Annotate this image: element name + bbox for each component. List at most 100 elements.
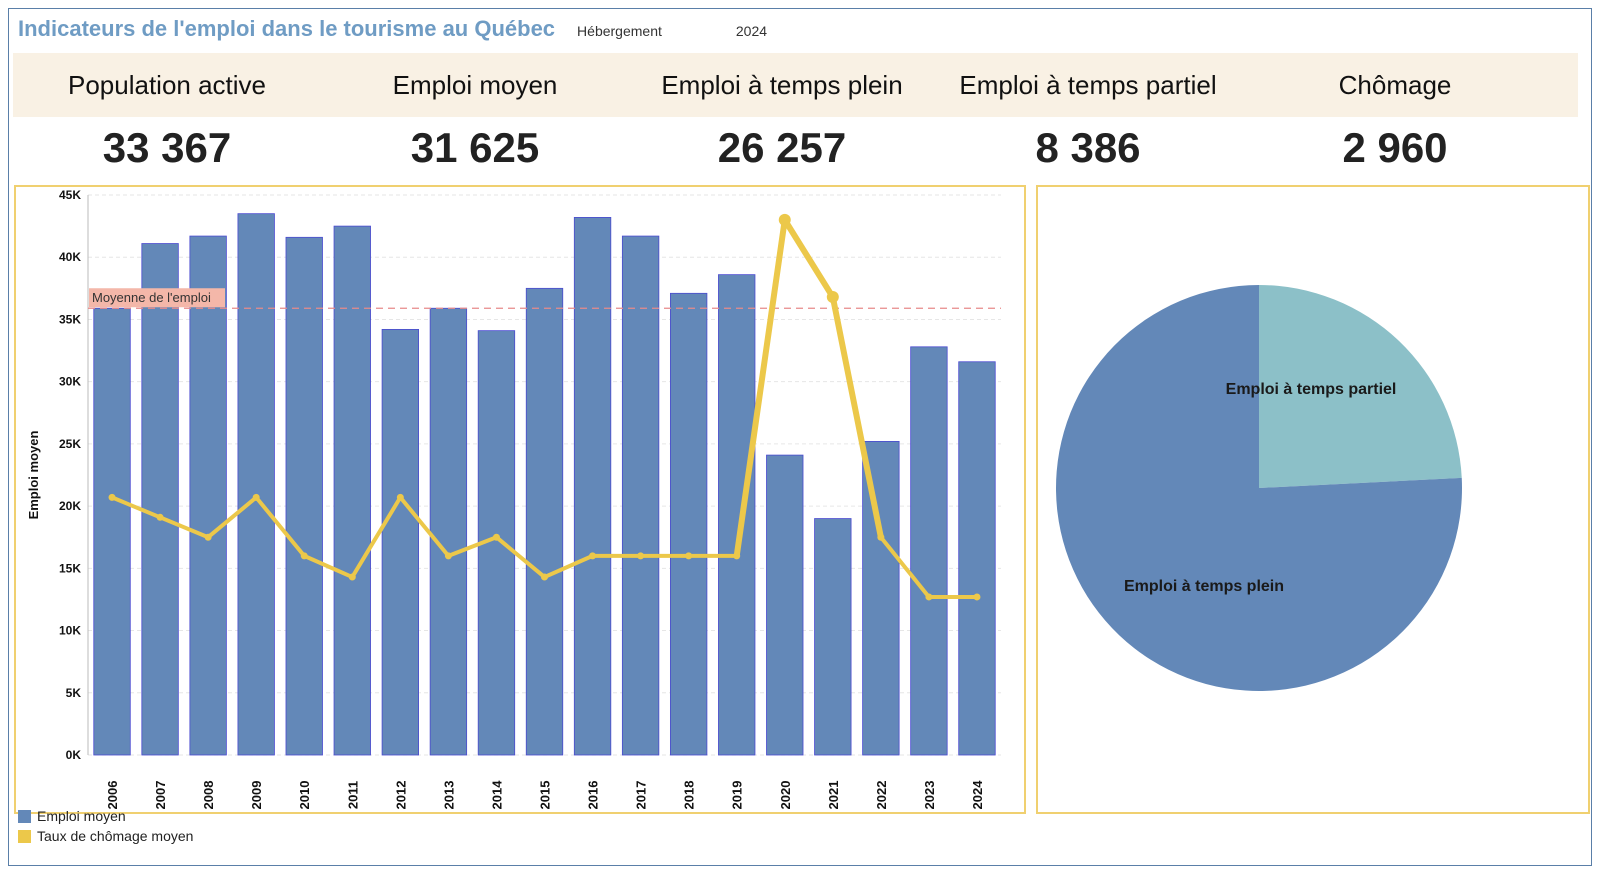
x-tick-label: 2012 xyxy=(393,781,408,810)
y-tick-label: 45K xyxy=(59,188,81,202)
x-tick-label: 2006 xyxy=(105,781,120,810)
pie-label-temps-plein: Emploi à temps plein xyxy=(1124,578,1284,595)
bar-2023[interactable] xyxy=(910,346,948,756)
x-tick-label: 2011 xyxy=(345,781,360,809)
sector-filter[interactable]: Hébergement xyxy=(577,23,662,39)
x-tick-label: 2023 xyxy=(922,781,937,810)
x-tick-label: 2015 xyxy=(538,781,553,810)
dashboard-frame xyxy=(8,8,1592,866)
unemployment-point-2011[interactable] xyxy=(348,573,356,581)
y-tick-label: 20K xyxy=(59,499,81,513)
unemployment-point-2016[interactable] xyxy=(589,552,597,560)
unemployment-point-2006[interactable] xyxy=(108,493,116,501)
legend-item-taux-chomage[interactable]: Taux de chômage moyen xyxy=(18,828,193,844)
x-tick-label: 2008 xyxy=(201,781,216,810)
x-tick-label: 2021 xyxy=(826,781,841,810)
unemployment-line-segment xyxy=(446,535,499,558)
y-tick-label: 0K xyxy=(66,748,82,762)
bar-2011[interactable] xyxy=(333,225,371,756)
employment-bar-chart[interactable]: 0K 5K 10K 15K 20K 25K 30K 35K 40K 45K Emploi moyen… xyxy=(16,187,1024,812)
unemployment-point-2008[interactable] xyxy=(204,533,212,541)
reference-label: Moyenne de l'emploi xyxy=(92,290,211,305)
unemployment-line-segment xyxy=(398,495,451,558)
y-tick-label: 40K xyxy=(59,250,81,264)
kpi-value-temps-partiel: 8 386 xyxy=(1035,124,1141,171)
x-tick-label: 2018 xyxy=(682,781,697,810)
bar-2021[interactable] xyxy=(814,518,852,756)
unemployment-point-2019[interactable] xyxy=(733,552,741,560)
year-filter[interactable]: 2024 xyxy=(735,23,768,39)
kpi-label-emploi-moyen: Emploi moyen xyxy=(392,70,558,100)
pie-slice-temps-partiel[interactable] xyxy=(1259,285,1462,488)
unemployment-line-segment xyxy=(494,535,547,580)
y-axis-title: Emploi moyen xyxy=(26,431,41,520)
bar-2017[interactable] xyxy=(621,235,660,756)
legend-item-emploi-moyen[interactable]: Emploi moyen xyxy=(18,808,126,824)
bar-2010[interactable] xyxy=(285,236,323,756)
x-tick-label: 2010 xyxy=(297,781,312,810)
unemployment-point-2010[interactable] xyxy=(300,552,308,560)
unemployment-point-2012[interactable] xyxy=(396,493,404,501)
unemployment-line-segment xyxy=(781,216,836,301)
bar-2012[interactable] xyxy=(381,328,420,756)
x-tick-label: 2019 xyxy=(730,781,745,810)
x-tick-label: 2020 xyxy=(778,781,793,810)
dashboard-title: Indicateurs de l'emploi dans le tourisme… xyxy=(18,16,556,41)
unemployment-line-segment xyxy=(302,553,355,580)
bar-2016[interactable] xyxy=(573,216,612,756)
bar-2007[interactable] xyxy=(141,243,179,756)
unemployment-point-2017[interactable] xyxy=(637,552,645,560)
employment-pie-chart[interactable]: Emploi à temps partiel Emploi à temps ple… xyxy=(1038,187,1588,812)
y-tick-label: 35K xyxy=(59,312,81,326)
unemployment-point-2013[interactable] xyxy=(444,552,452,560)
employment-bar-chart-panel: 0K 5K 10K 15K 20K 25K 30K 35K 40K 45K Emploi moyen… xyxy=(14,185,1026,814)
pie-slice-temps-plein[interactable] xyxy=(1056,285,1462,691)
bar-2024[interactable] xyxy=(958,361,996,756)
bar-2006[interactable] xyxy=(93,307,131,756)
unemployment-point-2018[interactable] xyxy=(685,552,693,560)
unemployment-point-2007[interactable] xyxy=(156,513,164,521)
y-tick-label: 5K xyxy=(66,686,82,700)
x-tick-label: 2017 xyxy=(634,781,649,810)
unemployment-line-segment xyxy=(350,495,403,580)
x-tick-label: 2022 xyxy=(874,781,889,810)
kpi-value-population-active: 33 367 xyxy=(102,124,232,171)
unemployment-point-2014[interactable] xyxy=(492,533,500,541)
x-tick-label: 2007 xyxy=(153,781,168,810)
kpi-label-temps-plein: Emploi à temps plein xyxy=(661,70,903,100)
y-tick-label: 25K xyxy=(59,437,81,451)
employment-pie-chart-panel: Emploi à temps partiel Emploi à temps ple… xyxy=(1036,185,1590,814)
kpi-value-temps-plein: 26 257 xyxy=(717,124,847,171)
bar-2018[interactable] xyxy=(669,292,708,756)
unemployment-point-2020[interactable] xyxy=(778,213,791,226)
bar-2013[interactable] xyxy=(429,307,468,756)
kpi-label-population-active: Population active xyxy=(67,70,267,100)
legend-label-emploi-moyen: Emploi moyen xyxy=(37,808,126,824)
kpi-label-chomage: Chômage xyxy=(1338,70,1452,100)
x-tick-label: 2013 xyxy=(441,781,456,810)
legend-swatch-bar xyxy=(18,809,31,823)
bar-2009[interactable] xyxy=(237,213,275,756)
unemployment-line-segment xyxy=(206,495,259,540)
unemployment-point-2022[interactable] xyxy=(877,533,885,541)
kpi-value-emploi-moyen: 31 625 xyxy=(410,124,540,171)
unemployment-point-2021[interactable] xyxy=(826,291,839,304)
unemployment-line-segment xyxy=(542,553,595,580)
unemployment-point-2009[interactable] xyxy=(252,493,260,501)
x-tick-label: 2014 xyxy=(489,780,504,810)
unemployment-line-segment xyxy=(733,216,788,559)
kpi-value-chomage: 2 960 xyxy=(1342,124,1448,171)
unemployment-point-2024[interactable] xyxy=(973,593,981,601)
bar-2019[interactable] xyxy=(718,274,756,756)
legend-label-taux-chomage: Taux de chômage moyen xyxy=(37,828,194,844)
bar-2020[interactable] xyxy=(766,454,804,756)
bar-2008[interactable] xyxy=(189,235,227,756)
bar-2022[interactable] xyxy=(862,440,900,756)
unemployment-point-2015[interactable] xyxy=(541,573,548,581)
unemployment-line-segment xyxy=(110,495,163,520)
unemployment-line-segment xyxy=(829,294,884,541)
y-tick-label: 10K xyxy=(59,624,81,638)
bar-2015[interactable] xyxy=(525,287,564,756)
x-tick-label: 2016 xyxy=(586,781,601,810)
unemployment-point-2023[interactable] xyxy=(925,593,933,601)
